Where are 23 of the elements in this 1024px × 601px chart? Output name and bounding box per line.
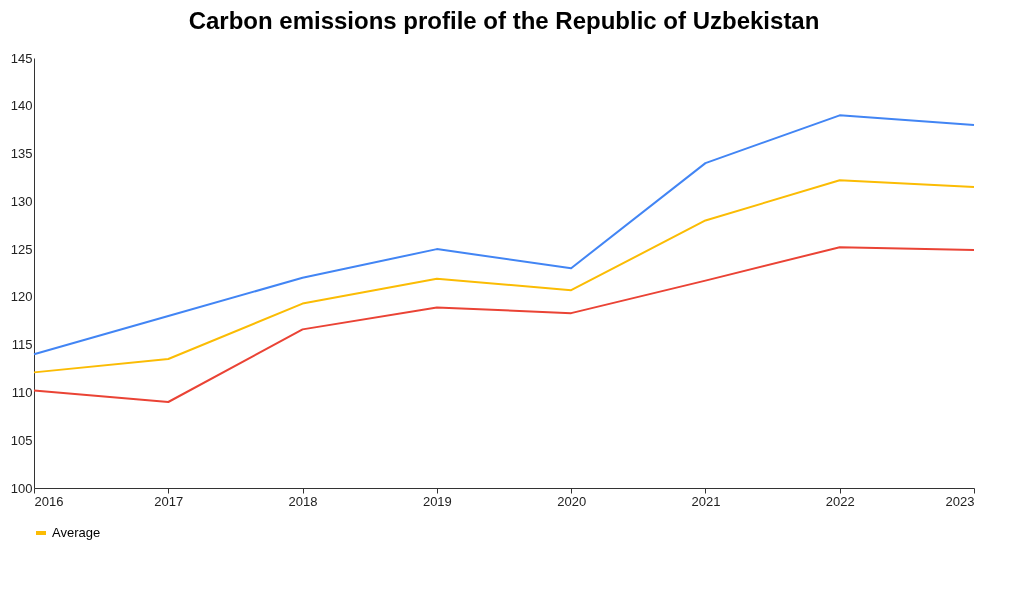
x-tick-label: 2023	[945, 493, 975, 509]
x-tick-label: 2019	[422, 493, 452, 509]
x-tick-label: 2021	[691, 493, 721, 509]
y-tick-label: 135	[10, 146, 33, 162]
y-tick-label: 105	[10, 432, 33, 448]
chart-title: Carbon emissions profile of the Republic of Uzbekistan	[188, 7, 820, 34]
y-tick-label: 100	[10, 480, 33, 496]
x-tick-label: 2016	[34, 493, 64, 509]
x-tick-label: 2020	[557, 493, 587, 509]
line-series	[33, 179, 975, 374]
y-tick-label: 110	[11, 384, 33, 400]
x-tick-label: 2018	[288, 493, 318, 509]
y-tick-label: 120	[10, 289, 33, 305]
x-tick-label: 2022	[825, 493, 855, 509]
legend-label: Average	[52, 525, 101, 540]
x-tick-label: 2017	[154, 493, 184, 509]
line-series	[33, 114, 975, 356]
y-tick-label: 140	[10, 98, 33, 114]
line-series	[33, 246, 975, 403]
y-tick-label: 125	[10, 241, 33, 257]
y-tick-label: 130	[10, 193, 33, 209]
y-tick-label: 115	[11, 337, 33, 353]
y-tick-label: 145	[10, 50, 33, 66]
